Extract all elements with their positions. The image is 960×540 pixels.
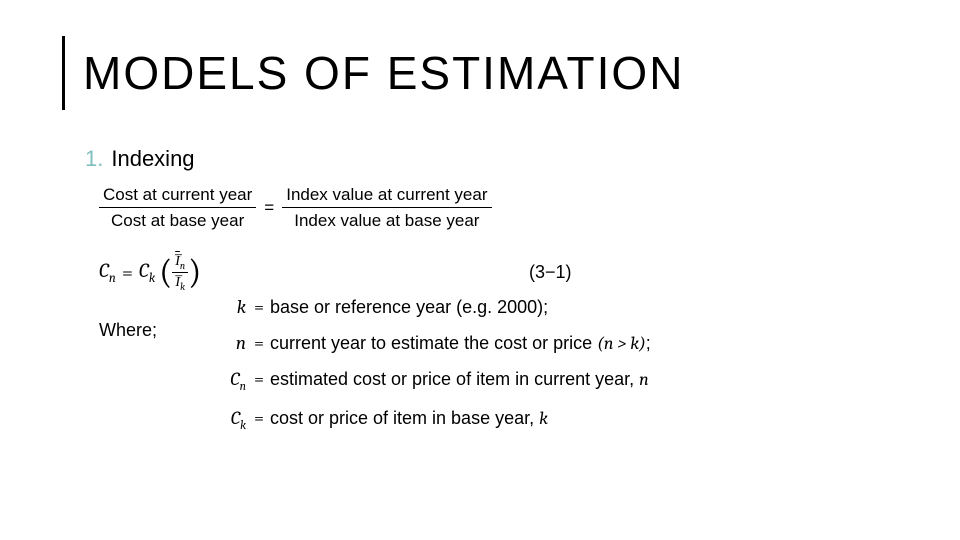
sym-c-2: C <box>139 259 149 282</box>
ratio-equals: = <box>264 198 274 218</box>
def-ck-eq: = <box>254 408 264 429</box>
formula-eq: = <box>122 261 133 284</box>
formula-paren-frac: ( I̅n I̅k ) <box>159 254 201 293</box>
index-frac-top: I̅n <box>172 254 188 274</box>
list-item-1: 1. Indexing <box>85 146 900 172</box>
formula-ck: Ck <box>139 259 155 286</box>
ratio-right-denom: Index value at base year <box>290 208 483 231</box>
def-cn-sym: Cn <box>200 368 246 393</box>
def-k-text: base or reference year (e.g. 2000); <box>270 297 548 318</box>
sub-n-1: n <box>109 271 116 286</box>
ibar-top-sub: n <box>180 259 185 271</box>
sym-c-1: C <box>99 259 109 282</box>
ratio-right-numer: Index value at current year <box>282 184 491 208</box>
ibar-bot-sub: k <box>180 281 185 293</box>
rparen: ) <box>188 259 201 286</box>
def-n: n = current year to estimate the cost or… <box>200 332 651 354</box>
def-n-eq: = <box>254 333 264 354</box>
lparen: ( <box>159 259 172 286</box>
ratio-left-numer: Cost at current year <box>99 184 256 208</box>
slide: MODELS OF ESTIMATION 1. Indexing Cost at… <box>0 0 960 540</box>
sub-k-1: k <box>149 271 155 286</box>
equation-number: (3−1) <box>529 262 572 283</box>
definitions: k = base or reference year (e.g. 2000); … <box>200 296 651 446</box>
ratio-left-denom: Cost at base year <box>107 208 248 231</box>
def-ck-sym: Ck <box>200 407 246 432</box>
ratio-equation: Cost at current year Cost at base year =… <box>99 184 900 232</box>
formula-row: Cn = Ck ( I̅n I̅k ) (3−1) <box>99 254 900 293</box>
def-cn: Cn = estimated cost or price of item in … <box>200 368 651 393</box>
list-number: 1. <box>85 146 103 172</box>
def-k: k = base or reference year (e.g. 2000); <box>200 296 651 318</box>
ratio-right: Index value at current year Index value … <box>282 184 491 232</box>
def-n-sym: n <box>200 332 246 354</box>
slide-title: MODELS OF ESTIMATION <box>83 46 684 100</box>
def-ck: Ck = cost or price of item in base year,… <box>200 407 651 432</box>
def-n-text: current year to estimate the cost or pri… <box>270 333 651 354</box>
def-k-eq: = <box>254 297 264 318</box>
formula-cn: Cn <box>99 259 116 286</box>
def-k-sym: k <box>200 296 246 318</box>
def-ck-text: cost or price of item in base year, k <box>270 408 548 429</box>
def-cn-eq: = <box>254 369 264 390</box>
index-frac-bot: I̅k <box>172 273 188 292</box>
index-fraction: I̅n I̅k <box>172 254 188 293</box>
def-cn-text: estimated cost or price of item in curre… <box>270 369 649 390</box>
list-label: Indexing <box>111 146 194 172</box>
ratio-left: Cost at current year Cost at base year <box>99 184 256 232</box>
title-block: MODELS OF ESTIMATION <box>62 36 684 110</box>
